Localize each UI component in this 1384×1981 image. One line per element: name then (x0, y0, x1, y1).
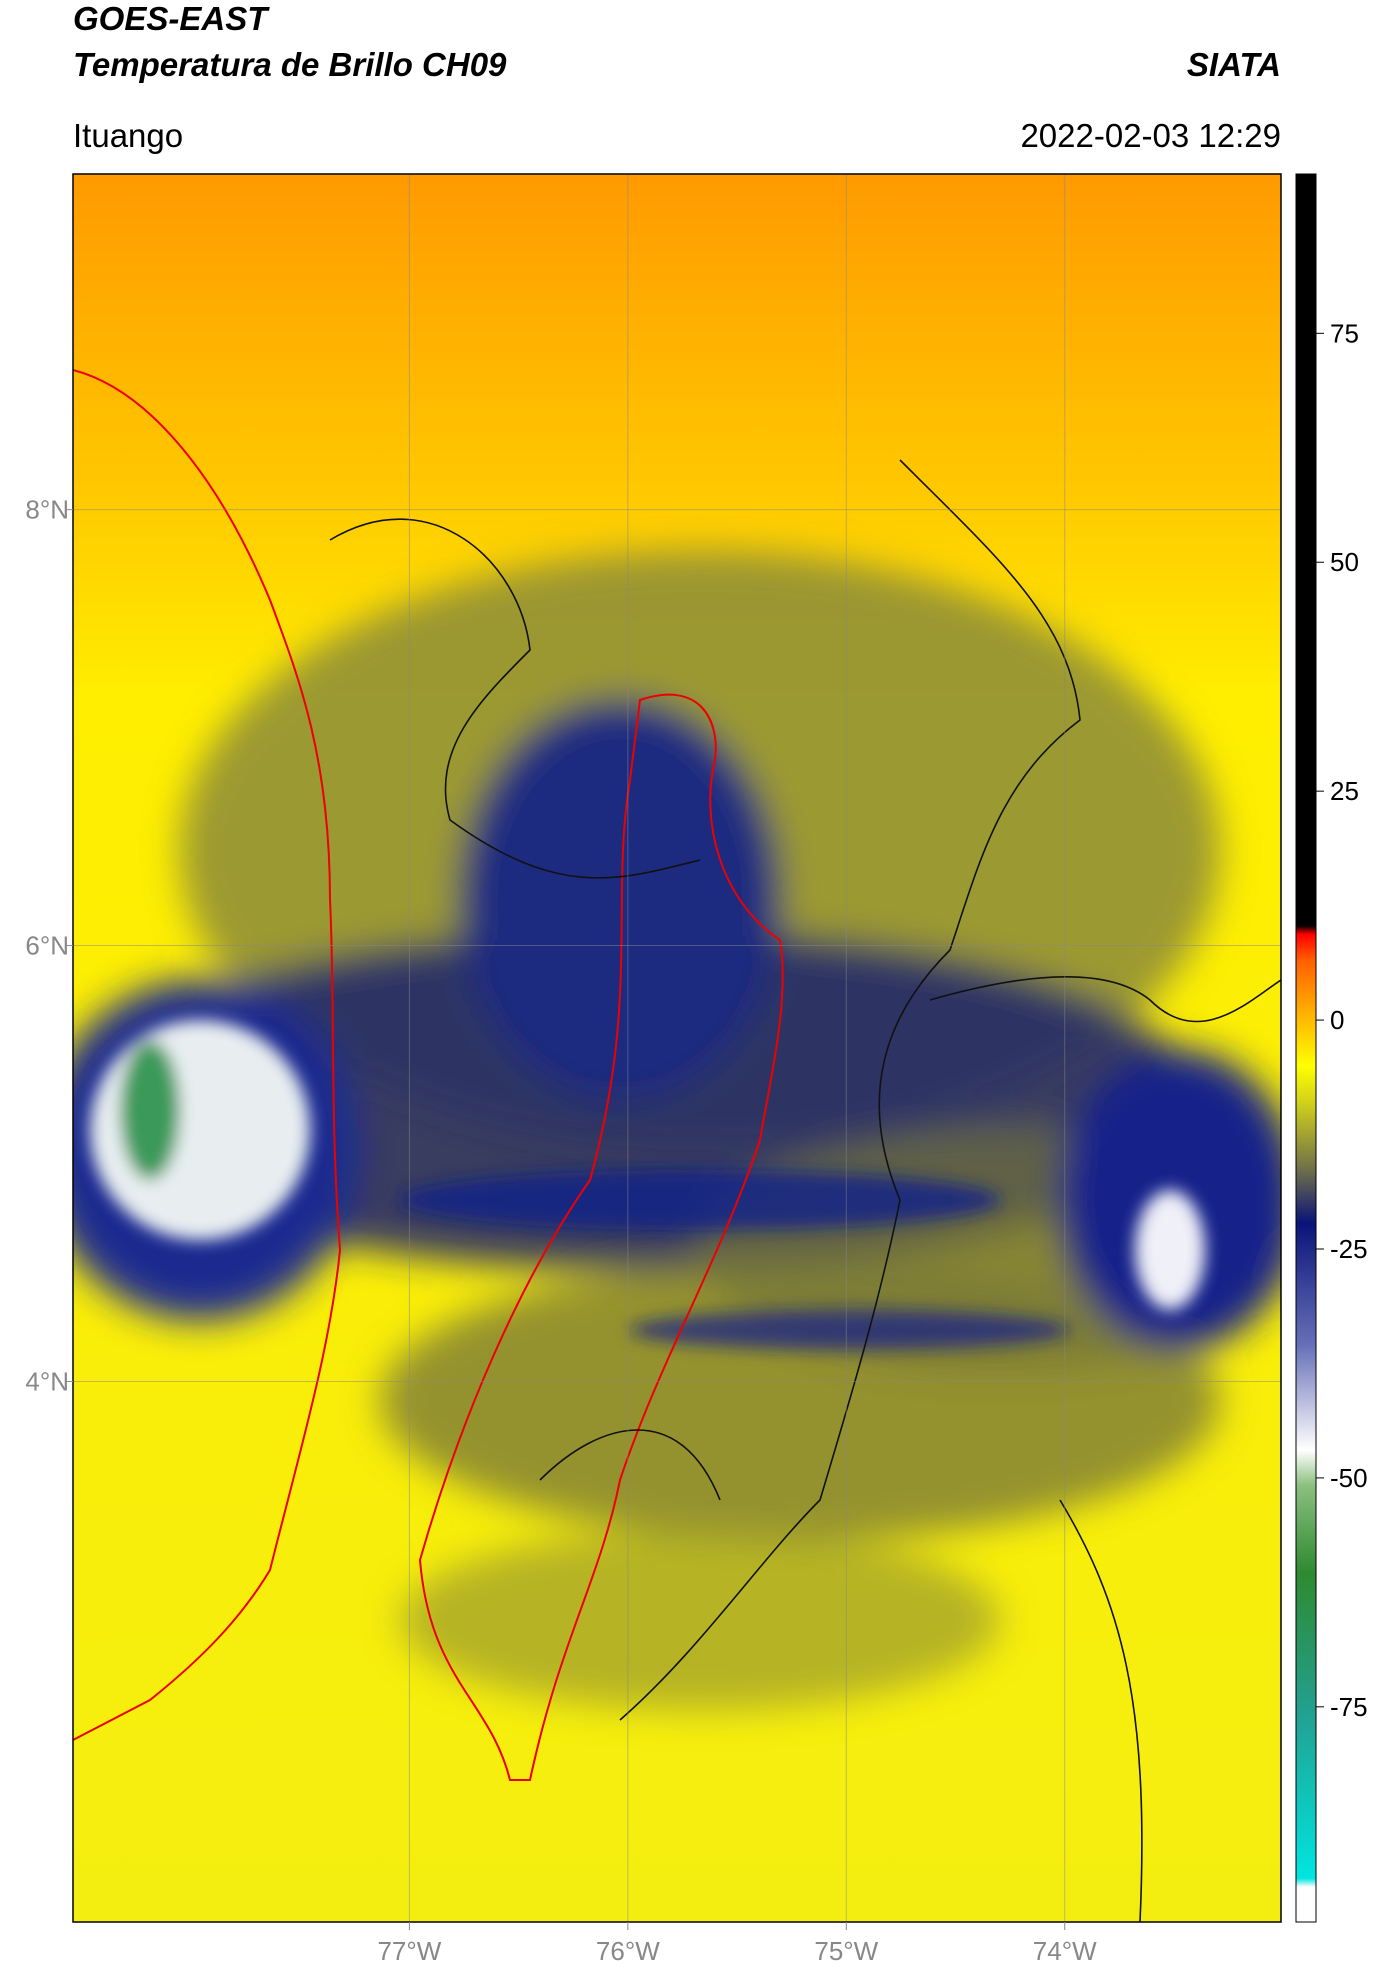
x-tick-label: 76°W (596, 1936, 660, 1966)
colorbar-tick-label: 25 (1330, 776, 1359, 806)
colorbar-tick-label: 50 (1330, 547, 1359, 577)
agency: SIATA (1187, 46, 1281, 83)
y-tick-label: 4°N (25, 1366, 69, 1396)
title: GOES-EAST (73, 0, 270, 37)
x-tick-label: 74°W (1033, 1936, 1097, 1966)
datetime: 2022-02-03 12:29 (1020, 117, 1281, 154)
map-image (73, 174, 1281, 1922)
x-tick-label: 77°W (377, 1936, 441, 1966)
y-tick-label: 8°N (25, 495, 69, 525)
subtitle: Temperatura de Brillo CH09 (73, 46, 507, 83)
x-tick-label: 75°W (814, 1936, 878, 1966)
location: Ituango (73, 117, 183, 154)
colorbar-tick-label: -25 (1330, 1234, 1368, 1264)
colorbar-tick-label: 75 (1330, 318, 1359, 348)
map-frame (72, 173, 1282, 1923)
colorbar-tick-label: 0 (1330, 1005, 1344, 1035)
colorbar-tick-label: -50 (1330, 1463, 1368, 1493)
colorbar-tick-label: -75 (1330, 1692, 1368, 1722)
y-tick-label: 6°N (25, 931, 69, 961)
grid (73, 174, 1281, 1922)
colorbar (1295, 173, 1317, 1923)
